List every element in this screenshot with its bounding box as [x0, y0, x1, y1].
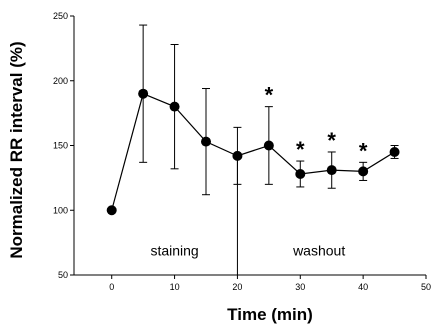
- series-line: [111, 92, 395, 211]
- annotation-staining: staining: [150, 243, 198, 259]
- y-tick-label: 200: [53, 76, 68, 86]
- data-point: [106, 205, 117, 216]
- data-point: [138, 88, 149, 99]
- x-tick-label: 30: [295, 282, 305, 292]
- y-tick-label: 100: [53, 205, 68, 215]
- annotation-washout: washout: [292, 243, 345, 259]
- x-tick-label: 20: [232, 282, 242, 292]
- marks: * * * *: [106, 24, 400, 275]
- significance-star: *: [296, 137, 305, 162]
- significance-star: *: [327, 128, 336, 153]
- data-point: [358, 166, 369, 177]
- data-point: [201, 136, 211, 147]
- axes: 50 100 150 200 250 0 10 20 30 40 50: [53, 11, 431, 292]
- data-point: [389, 146, 400, 157]
- y-tick-label: 50: [58, 270, 68, 280]
- x-tick-label: 40: [358, 282, 368, 292]
- data-point: [326, 165, 337, 176]
- data-point: [232, 150, 243, 161]
- x-tick-label: 10: [170, 282, 180, 292]
- data-point: [169, 101, 180, 112]
- y-tick-label: 150: [53, 141, 68, 151]
- y-axis-label: Normalized RR interval (%): [7, 41, 26, 258]
- x-tick-label: 0: [109, 282, 114, 292]
- significance-star: *: [265, 83, 274, 108]
- x-axis-label: Time (min): [227, 305, 313, 324]
- data-point: [295, 168, 306, 179]
- data-point: [263, 140, 274, 151]
- x-tick-label: 50: [421, 282, 431, 292]
- y-tick-label: 250: [53, 11, 68, 21]
- significance-star: *: [359, 138, 368, 163]
